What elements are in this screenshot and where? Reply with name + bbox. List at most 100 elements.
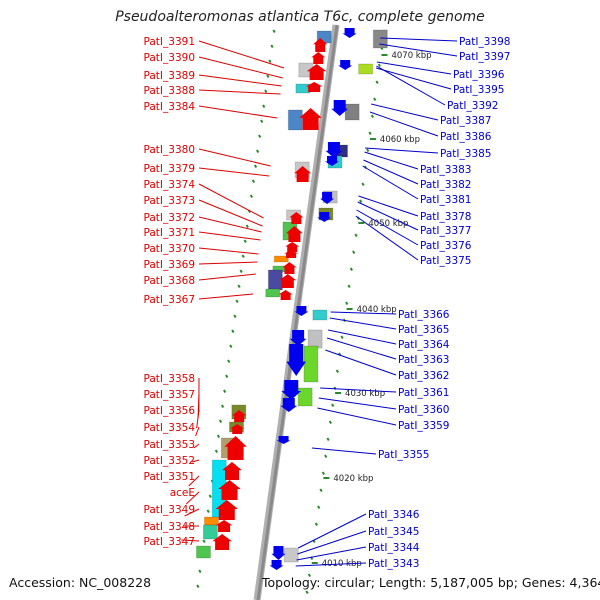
forward-gene-label[interactable]: PatI_3377 <box>420 225 471 237</box>
forward-gene-label[interactable]: PatI_3392 <box>447 100 498 112</box>
reverse-gene-arrow[interactable] <box>284 250 299 258</box>
reverse-gene-label[interactable]: PatI_3391 <box>144 36 195 48</box>
forward-gene-label[interactable]: PatI_3362 <box>398 370 449 382</box>
forward-gene-label[interactable]: PatI_3360 <box>398 404 449 416</box>
reverse-gene-arrow[interactable] <box>313 38 328 52</box>
forward-gene-arrow[interactable] <box>342 28 357 38</box>
gene-block[interactable] <box>344 103 360 121</box>
forward-gene-label[interactable]: PatI_3387 <box>440 115 491 127</box>
reverse-gene-arrow[interactable] <box>306 64 327 80</box>
reverse-gene-arrow[interactable] <box>311 52 326 64</box>
reverse-gene-label[interactable]: PatI_3370 <box>144 243 195 255</box>
reverse-gene-label[interactable]: PatI_3368 <box>144 275 195 287</box>
forward-gene-label[interactable]: PatI_3344 <box>368 542 420 554</box>
gene-block[interactable] <box>372 29 388 49</box>
gene-block[interactable] <box>203 516 219 526</box>
reverse-gene-label[interactable]: PatI_3367 <box>144 294 195 306</box>
forward-gene-label[interactable]: PatI_3382 <box>420 179 471 191</box>
forward-gene-label[interactable]: PatI_3355 <box>378 449 429 461</box>
gene-block[interactable] <box>303 345 319 383</box>
reverse-gene-arrow[interactable] <box>299 108 322 130</box>
reverse-gene-arrow[interactable] <box>282 262 297 274</box>
reverse-gene-arrow[interactable] <box>215 520 233 532</box>
forward-gene-arrow[interactable] <box>269 560 284 570</box>
reverse-gene-label[interactable]: PatI_3372 <box>144 212 195 224</box>
forward-gene-arrow[interactable] <box>325 156 340 166</box>
reverse-gene-label[interactable]: PatI_3379 <box>144 163 195 175</box>
reverse-gene-label[interactable]: PatI_3389 <box>144 70 195 82</box>
forward-gene-label[interactable]: PatI_3397 <box>459 51 510 63</box>
reverse-gene-arrow[interactable] <box>212 534 232 550</box>
reverse-gene-label[interactable]: PatI_3354 <box>144 422 196 434</box>
forward-gene-arrow[interactable] <box>325 142 343 158</box>
reverse-gene-arrow[interactable] <box>218 480 241 500</box>
forward-gene-arrow[interactable] <box>271 546 286 560</box>
reverse-gene-label[interactable]: PatI_3357 <box>144 389 195 401</box>
reverse-gene-label[interactable]: PatI_3374 <box>144 179 196 191</box>
gene-block[interactable] <box>195 545 211 559</box>
gene-block[interactable] <box>202 524 218 540</box>
reverse-gene-arrow[interactable] <box>289 212 304 224</box>
reverse-gene-arrow[interactable] <box>278 290 293 300</box>
reverse-gene-label[interactable]: PatI_3356 <box>144 405 196 417</box>
forward-gene-label[interactable]: PatI_3395 <box>453 84 504 96</box>
forward-gene-arrow[interactable] <box>280 398 298 412</box>
reverse-gene-label[interactable]: PatI_3353 <box>144 439 195 451</box>
reverse-gene-arrow[interactable] <box>232 410 247 422</box>
gene-block[interactable] <box>287 109 303 131</box>
forward-gene-label[interactable]: PatI_3398 <box>459 36 510 48</box>
forward-gene-label[interactable]: PatI_3396 <box>453 69 505 81</box>
reverse-gene-arrow[interactable] <box>230 424 245 434</box>
gene-block[interactable] <box>265 288 281 298</box>
gene-block[interactable] <box>283 547 299 563</box>
reverse-gene-arrow[interactable] <box>305 82 323 92</box>
forward-gene-label[interactable]: PatI_3385 <box>440 148 491 160</box>
reverse-gene-label[interactable]: PatI_3352 <box>144 455 195 467</box>
reverse-gene-label[interactable]: aceE <box>170 487 195 499</box>
forward-gene-arrow[interactable] <box>331 100 349 116</box>
reverse-gene-arrow[interactable] <box>224 436 247 460</box>
reverse-gene-label[interactable]: PatI_3384 <box>144 101 196 113</box>
reverse-gene-label[interactable]: PatI_3388 <box>144 85 195 97</box>
reverse-gene-arrow[interactable] <box>215 500 238 520</box>
reverse-gene-label[interactable]: PatI_3351 <box>144 471 195 483</box>
reverse-gene-label[interactable]: PatI_3380 <box>144 144 195 156</box>
forward-gene-arrow[interactable] <box>276 436 291 444</box>
reverse-gene-label[interactable]: PatI_3349 <box>144 504 195 516</box>
forward-gene-arrow[interactable] <box>338 60 353 70</box>
forward-gene-label[interactable]: PatI_3366 <box>398 309 450 321</box>
forward-gene-arrow[interactable] <box>281 380 302 400</box>
forward-gene-arrow[interactable] <box>286 344 307 376</box>
forward-gene-label[interactable]: PatI_3383 <box>420 164 471 176</box>
forward-gene-arrow[interactable] <box>294 306 309 316</box>
forward-gene-label[interactable]: PatI_3343 <box>368 558 419 570</box>
reverse-gene-arrow[interactable] <box>285 242 300 252</box>
forward-gene-label[interactable]: PatI_3375 <box>420 255 471 267</box>
forward-gene-label[interactable]: PatI_3376 <box>420 240 472 252</box>
reverse-gene-label[interactable]: PatI_3348 <box>144 521 195 533</box>
gene-block[interactable] <box>295 83 311 94</box>
gene-block[interactable] <box>358 63 374 75</box>
reverse-gene-arrow[interactable] <box>222 462 242 480</box>
forward-gene-label[interactable]: PatI_3363 <box>398 354 449 366</box>
gene-block[interactable] <box>312 309 328 321</box>
reverse-gene-label[interactable]: PatI_3369 <box>144 259 195 271</box>
forward-gene-label[interactable]: PatI_3365 <box>398 324 449 336</box>
forward-gene-label[interactable]: PatI_3346 <box>368 509 420 521</box>
forward-gene-label[interactable]: PatI_3345 <box>368 526 419 538</box>
forward-gene-label[interactable]: PatI_3386 <box>440 131 492 143</box>
reverse-gene-label[interactable]: PatI_3373 <box>144 195 195 207</box>
forward-gene-label[interactable]: PatI_3359 <box>398 420 449 432</box>
forward-gene-label[interactable]: PatI_3378 <box>420 211 471 223</box>
forward-gene-arrow[interactable] <box>289 330 307 346</box>
gene-block[interactable] <box>273 255 289 263</box>
forward-gene-arrow[interactable] <box>317 212 332 222</box>
reverse-gene-label[interactable]: PatI_3390 <box>144 52 195 64</box>
reverse-gene-arrow[interactable] <box>286 226 303 242</box>
forward-gene-label[interactable]: PatI_3381 <box>420 194 471 206</box>
forward-gene-label[interactable]: PatI_3364 <box>398 339 450 351</box>
gene-block[interactable] <box>297 387 313 407</box>
reverse-gene-arrow[interactable] <box>294 166 312 182</box>
forward-gene-arrow[interactable] <box>320 192 335 204</box>
